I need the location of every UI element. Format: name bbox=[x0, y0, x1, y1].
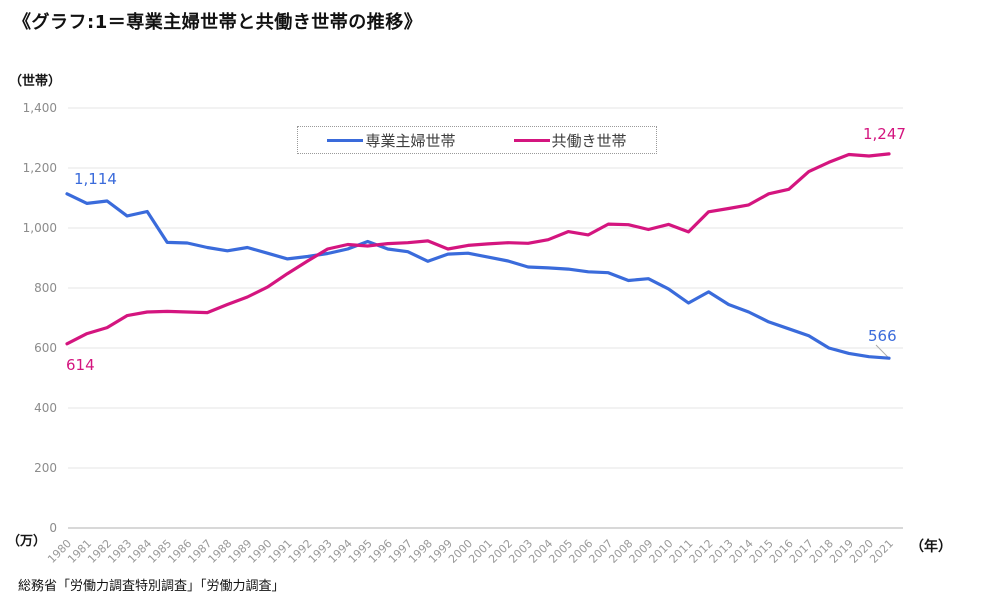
y-tick-label: 600 bbox=[34, 341, 57, 355]
y-tick-label: 1,400 bbox=[23, 101, 57, 115]
data-label-housewife-1980: 1,114 bbox=[74, 170, 117, 188]
y-tick-label: 200 bbox=[34, 461, 57, 475]
series-housewife-line bbox=[65, 192, 891, 360]
data-label-dualincome-2021: 1,247 bbox=[863, 125, 906, 143]
y-tick-label: 0 bbox=[49, 521, 57, 535]
y-tick-label: 800 bbox=[34, 281, 57, 295]
y-axis-unit-label: （世帯） bbox=[9, 74, 62, 89]
legend-item-housewife: 専業主婦世帯 bbox=[327, 130, 456, 151]
data-label-housewife-2021: 566 bbox=[868, 327, 897, 345]
source-note: 総務省「労働力調査特別調査」「労働力調査」 bbox=[18, 579, 285, 594]
y-tick-label: 400 bbox=[34, 401, 57, 415]
x-tick-label: 2021 bbox=[867, 537, 896, 566]
legend-item-dualincome: 共働き世帯 bbox=[513, 130, 627, 151]
y-tick-label: 1,200 bbox=[23, 161, 57, 175]
data-label-dualincome-1980: 614 bbox=[66, 356, 95, 374]
dualincome-line-swatch bbox=[513, 138, 550, 142]
chart-legend: 専業主婦世帯 共働き世帯 bbox=[297, 126, 657, 154]
grid-lines bbox=[68, 107, 903, 529]
y-tick-label: 1,000 bbox=[23, 221, 57, 235]
page-title: 《グラフ:1＝専業主婦世帯と共働き世帯の推移》 bbox=[13, 12, 423, 33]
y-axis-scale-label: （万） bbox=[7, 534, 47, 549]
series-dualincome-line bbox=[65, 152, 891, 346]
legend-label-dualincome: 共働き世帯 bbox=[551, 131, 627, 150]
legend-label-housewife: 専業主婦世帯 bbox=[365, 131, 456, 150]
x-tick-labels: 1980198119821983198419851986198719881989… bbox=[45, 537, 896, 566]
housewife-line-swatch bbox=[327, 138, 364, 142]
label-leader-line bbox=[875, 344, 889, 358]
x-axis-unit-label: （年） bbox=[910, 539, 952, 555]
y-tick-labels: 0 200 400 600 800 1,000 1,200 1,400 bbox=[23, 101, 57, 535]
